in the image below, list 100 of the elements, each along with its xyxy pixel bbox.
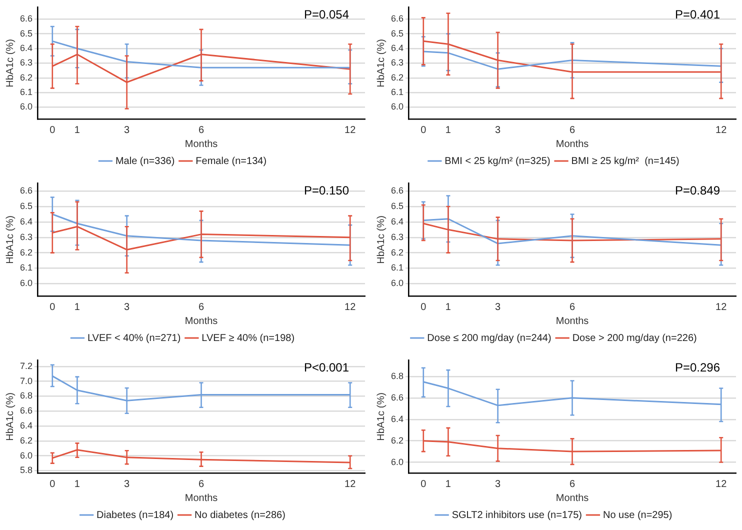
annotation: P=0.054 xyxy=(304,8,350,22)
y-tick-label: 6.5 xyxy=(20,28,33,38)
y-tick-label: 6.4 xyxy=(390,43,404,53)
annotation: P=0.849 xyxy=(674,184,720,198)
x-tick-label: 12 xyxy=(344,478,356,490)
y-tick-label: 6.0 xyxy=(20,102,33,112)
x-axis-title: Months xyxy=(184,138,218,150)
y-tick-label: 6.6 xyxy=(20,186,33,196)
y-tick-label: 6.6 xyxy=(390,392,404,402)
x-tick-label: 3 xyxy=(124,478,130,490)
x-axis-title: Months xyxy=(184,316,218,327)
x-tick-label: 6 xyxy=(198,302,204,313)
y-tick-label: 6.0 xyxy=(390,102,404,112)
legend-label: Dose > 200 mg/day (n=226) xyxy=(572,332,697,344)
y-tick-label: 6.0 xyxy=(20,450,33,460)
x-axis-title: Months xyxy=(184,492,218,504)
y-axis-title: HbA1c (%) xyxy=(4,216,16,264)
y-tick-label: 6.5 xyxy=(390,28,404,38)
y-tick-label: 6.0 xyxy=(390,456,404,467)
y-tick-label: 6.6 xyxy=(20,406,33,416)
y-tick-label: 6.1 xyxy=(20,262,33,273)
y-axis-title: HbA1c (%) xyxy=(4,39,16,88)
annotation: P=0.150 xyxy=(304,184,350,198)
y-tick-label: 6.1 xyxy=(20,87,33,98)
x-tick-label: 12 xyxy=(344,124,356,136)
x-axis-title: Months xyxy=(556,138,589,150)
legend-label: LVEF < 40% (n=271) xyxy=(87,332,181,344)
y-tick-label: 6.2 xyxy=(390,72,404,82)
y-tick-label: 6.8 xyxy=(390,370,404,381)
x-tick-label: 3 xyxy=(495,124,502,136)
y-tick-label: 7.2 xyxy=(20,360,33,371)
y-tick-label: 6.2 xyxy=(20,72,33,82)
legend-label: Diabetes (n=184) xyxy=(96,510,174,521)
y-tick-label: 6.6 xyxy=(390,14,404,24)
y-axis-title: HbA1c (%) xyxy=(376,216,387,264)
y-tick-label: 6.5 xyxy=(20,201,33,212)
y-axis-title: HbA1c (%) xyxy=(376,392,387,441)
x-tick-label: 0 xyxy=(50,302,56,313)
x-tick-label: 6 xyxy=(198,124,204,136)
legend-label: Male (n=336) xyxy=(115,156,175,167)
y-tick-label: 6.3 xyxy=(390,58,404,68)
legend-label: No diabetes (n=286) xyxy=(194,510,286,521)
y-tick-label: 6.2 xyxy=(390,435,404,446)
y-tick-label: 6.6 xyxy=(20,14,33,24)
y-tick-label: 6.2 xyxy=(390,247,404,258)
legend-label: LVEF ≥ 40% (n=198) xyxy=(202,332,295,344)
y-tick-label: 6.4 xyxy=(390,414,404,424)
x-tick-label: 0 xyxy=(420,302,427,313)
y-tick-label: 6.8 xyxy=(20,390,33,401)
y-tick-label: 6.3 xyxy=(20,58,33,68)
y-tick-label: 6.1 xyxy=(390,87,404,98)
y-tick-label: 6.0 xyxy=(390,278,404,288)
y-tick-label: 6.3 xyxy=(20,232,33,242)
x-tick-label: 0 xyxy=(50,478,56,490)
legend-label: No use (n=295) xyxy=(602,510,672,521)
y-tick-label: 6.4 xyxy=(390,216,404,226)
legend-label: Dose ≤ 200 mg/day (n=244) xyxy=(427,332,552,344)
x-tick-label: 6 xyxy=(569,478,576,490)
x-axis-title: Months xyxy=(556,316,589,327)
x-axis-title: Months xyxy=(556,492,589,504)
x-tick-label: 12 xyxy=(344,302,356,313)
legend-label: BMI ≥ 25 kg/m² (n=145) xyxy=(571,156,680,167)
y-tick-label: 6.2 xyxy=(20,435,33,446)
y-tick-label: 6.6 xyxy=(390,186,404,196)
x-tick-label: 6 xyxy=(569,302,576,313)
y-tick-label: 6.4 xyxy=(20,43,33,53)
x-tick-label: 1 xyxy=(74,478,80,490)
x-tick-label: 12 xyxy=(716,302,728,313)
y-axis-title: HbA1c (%) xyxy=(4,392,16,441)
x-tick-label: 1 xyxy=(74,124,80,136)
annotation: P=0.401 xyxy=(674,8,720,22)
y-tick-label: 6.4 xyxy=(20,216,33,226)
y-tick-label: 6.3 xyxy=(390,232,404,242)
y-tick-label: 5.8 xyxy=(20,465,33,476)
y-tick-label: 7.0 xyxy=(20,376,33,386)
x-tick-label: 0 xyxy=(420,478,427,490)
x-tick-label: 12 xyxy=(716,478,728,490)
annotation: P<0.001 xyxy=(304,360,350,375)
x-tick-label: 1 xyxy=(74,302,80,313)
x-tick-label: 0 xyxy=(420,124,427,136)
x-tick-label: 1 xyxy=(445,302,452,313)
y-axis-title: HbA1c (%) xyxy=(376,39,387,88)
y-tick-label: 6.5 xyxy=(390,201,404,212)
x-tick-label: 12 xyxy=(716,124,728,136)
y-tick-label: 6.0 xyxy=(20,278,33,288)
x-tick-label: 6 xyxy=(569,124,576,136)
y-tick-label: 6.1 xyxy=(390,262,404,273)
x-tick-label: 0 xyxy=(50,124,56,136)
legend-label: BMI < 25 kg/m² (n=325) xyxy=(444,156,550,167)
x-tick-label: 3 xyxy=(495,302,502,313)
x-tick-label: 3 xyxy=(124,302,130,313)
x-tick-label: 1 xyxy=(445,478,452,490)
x-tick-label: 6 xyxy=(198,478,204,490)
x-tick-label: 1 xyxy=(445,124,452,136)
x-tick-label: 3 xyxy=(124,124,130,136)
y-tick-label: 6.2 xyxy=(20,247,33,258)
x-tick-label: 3 xyxy=(495,478,502,490)
y-tick-label: 6.4 xyxy=(20,420,33,431)
legend-label: SGLT2 inhibitors use (n=175) xyxy=(452,510,582,521)
legend-label: Female (n=134) xyxy=(196,156,267,167)
